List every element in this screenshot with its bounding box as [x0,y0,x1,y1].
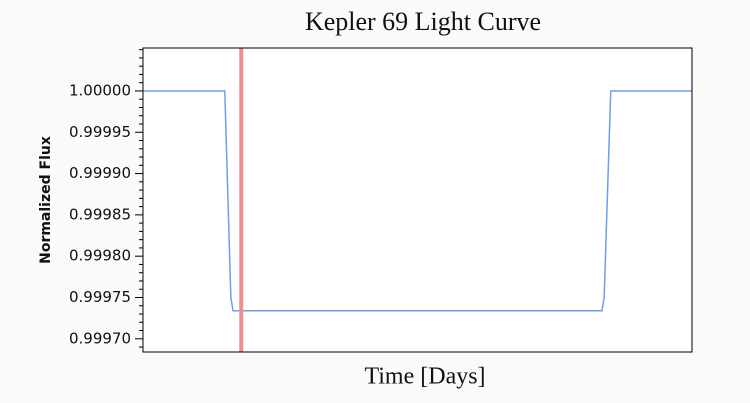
y-tick-label: 0.99980 [69,247,131,265]
y-tick-label: 1.00000 [69,81,131,99]
y-tick-label: 0.99975 [69,288,131,306]
y-tick-label: 0.99990 [69,164,131,182]
x-axis-label: Time [Days] [364,364,485,390]
plot-area [143,48,692,352]
y-tick-label: 0.99995 [69,123,131,141]
y-axis-label: Normalized Flux [38,136,54,264]
chart-title: Kepler 69 Light Curve [305,7,541,36]
flux-line [143,90,692,312]
y-tick-label: 0.99970 [69,329,131,347]
plot-border [142,47,693,353]
y-tick-label: 0.99985 [69,205,131,223]
